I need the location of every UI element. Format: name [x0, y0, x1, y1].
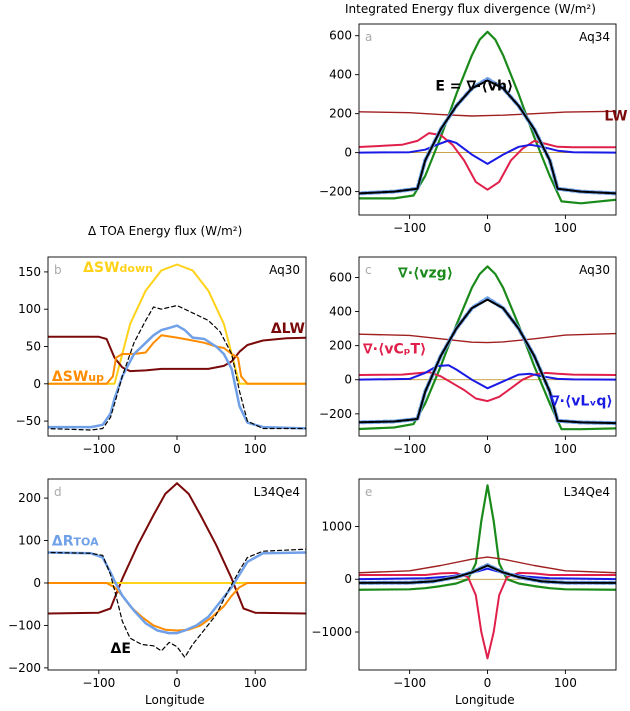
panel-c: −100 0 100 −200 0 200 400 600 c Aq30 ∇·⟨vzg⟩ ∇·⟨vCₚ… [319, 256, 617, 456]
series-line-darkmaroon-1 [48, 335, 306, 373]
xlabel-right: Longitude [455, 693, 515, 707]
series-line-black-5 [359, 298, 616, 425]
panel-letter: c [365, 263, 372, 277]
series-line-yellow-0 [48, 263, 306, 385]
y-tick-label: −50 [16, 414, 41, 428]
y-tick-label: 100 [18, 302, 41, 316]
series-annotation: ΔLW [271, 321, 305, 337]
xlabel-left: Longitude [145, 693, 205, 707]
panel-d: −100 0 100 −200 −100 0 100 200 d L34Qe4 ΔRTOA ΔE [8, 478, 307, 690]
series-line-green-0 [359, 30, 616, 205]
case-label: L34Qe4 [254, 485, 300, 499]
series-line-darkmaroon-0 [48, 482, 306, 615]
y-tick-label: 0 [33, 576, 41, 590]
y-tick-label: 200 [18, 491, 41, 505]
series-line-lightblue-3 [48, 324, 306, 430]
x-tick-label: 0 [484, 676, 492, 690]
series-line-maroon-1 [359, 110, 616, 117]
y-tick-label: 100 [18, 534, 41, 548]
series-line-lightblue-3 [48, 551, 306, 635]
x-tick-label: 0 [484, 221, 492, 235]
series-line-lightblue-4 [359, 77, 616, 196]
series-line-dashed-4 [48, 304, 306, 431]
x-tick-label: −100 [393, 676, 426, 690]
y-tick-label: −100 [8, 618, 41, 632]
x-tick-label: −100 [82, 442, 115, 456]
title-right: Integrated Energy flux divergence (W/m²) [345, 2, 596, 16]
series-annotation: ΔRTOA [52, 534, 99, 550]
series-line-green-0 [359, 484, 616, 591]
series-line-black-5 [359, 79, 616, 195]
series-annotation: ∇·⟨vCₚT⟩ [363, 341, 427, 357]
panel-a: −100 0 100 −200 0 200 400 600 a Aq34 E = ∇·⟨vh⟩ LW [319, 23, 628, 235]
axes-frame [358, 23, 617, 216]
series-line-maroon-1 [359, 556, 616, 574]
panel-letter: d [54, 485, 62, 499]
y-tick-label: 50 [26, 340, 41, 354]
case-label: Aq30 [579, 263, 610, 277]
y-tick-label: 600 [329, 270, 352, 284]
y-tick-label: 600 [329, 29, 352, 43]
series-annotation: ΔSWup [52, 369, 104, 385]
series-annotation: ∇·⟨vzg⟩ [398, 265, 453, 281]
x-tick-label: 0 [484, 442, 492, 456]
y-tick-label: −200 [319, 407, 352, 421]
x-tick-label: 0 [173, 442, 181, 456]
case-label: Aq34 [579, 30, 610, 44]
series-line-blue-3 [359, 139, 616, 165]
x-tick-label: −100 [393, 442, 426, 456]
axes-frame [47, 478, 307, 671]
case-label: Aq30 [269, 263, 300, 277]
series-line-orange-2 [48, 334, 306, 385]
y-tick-label: 200 [329, 339, 352, 353]
y-tick-label: −200 [319, 185, 352, 199]
y-tick-label: 0 [344, 572, 352, 586]
x-tick-label: −100 [393, 221, 426, 235]
y-tick-label: −1000 [311, 625, 352, 639]
y-tick-label: 150 [18, 265, 41, 279]
title-left: Δ TOA Energy flux (W/m²) [88, 224, 243, 238]
panel-b: −100 0 100 −50 0 50 100 150 b Aq30 ΔSWdown ΔLW ΔSWup [16, 256, 307, 456]
series-annotation: ΔE [111, 641, 131, 657]
y-tick-label: 0 [344, 146, 352, 160]
y-tick-label: 400 [329, 305, 352, 319]
x-tick-label: 100 [244, 676, 267, 690]
x-tick-label: 100 [554, 676, 577, 690]
series-line-blue-3 [359, 364, 616, 390]
panel-letter: e [365, 485, 372, 499]
y-tick-label: 0 [344, 373, 352, 387]
panel-letter: a [365, 30, 372, 44]
x-tick-label: 100 [554, 221, 577, 235]
series-line-lightblue-4 [359, 563, 616, 585]
x-tick-label: −100 [82, 676, 115, 690]
y-tick-label: 200 [329, 107, 352, 121]
series-line-blue-3 [359, 567, 616, 581]
x-tick-label: 100 [244, 442, 267, 456]
y-tick-label: 0 [33, 377, 41, 391]
x-tick-label: 0 [173, 676, 181, 690]
y-tick-label: −200 [8, 661, 41, 675]
series-line-orange-2 [48, 582, 306, 632]
series-line-black-5 [359, 564, 616, 584]
y-tick-label: 400 [329, 68, 352, 82]
series-annotation: ΔSWdown [83, 260, 153, 276]
series-line-red-2 [359, 571, 616, 660]
series-annotation: E = ∇·⟨vh⟩ [435, 78, 513, 94]
series-line-red-2 [359, 132, 616, 191]
panel-letter: b [54, 263, 62, 277]
series-annotation: ∇·⟨vLᵥq⟩ [550, 393, 613, 409]
case-label: L34Qe4 [564, 485, 610, 499]
series-line-dashed-4 [48, 548, 306, 658]
y-tick-label: 1000 [321, 519, 352, 533]
series-annotation: LW [604, 108, 627, 124]
x-tick-label: 100 [554, 442, 577, 456]
series-line-maroon-1 [359, 332, 616, 344]
axes-frame [47, 256, 307, 437]
